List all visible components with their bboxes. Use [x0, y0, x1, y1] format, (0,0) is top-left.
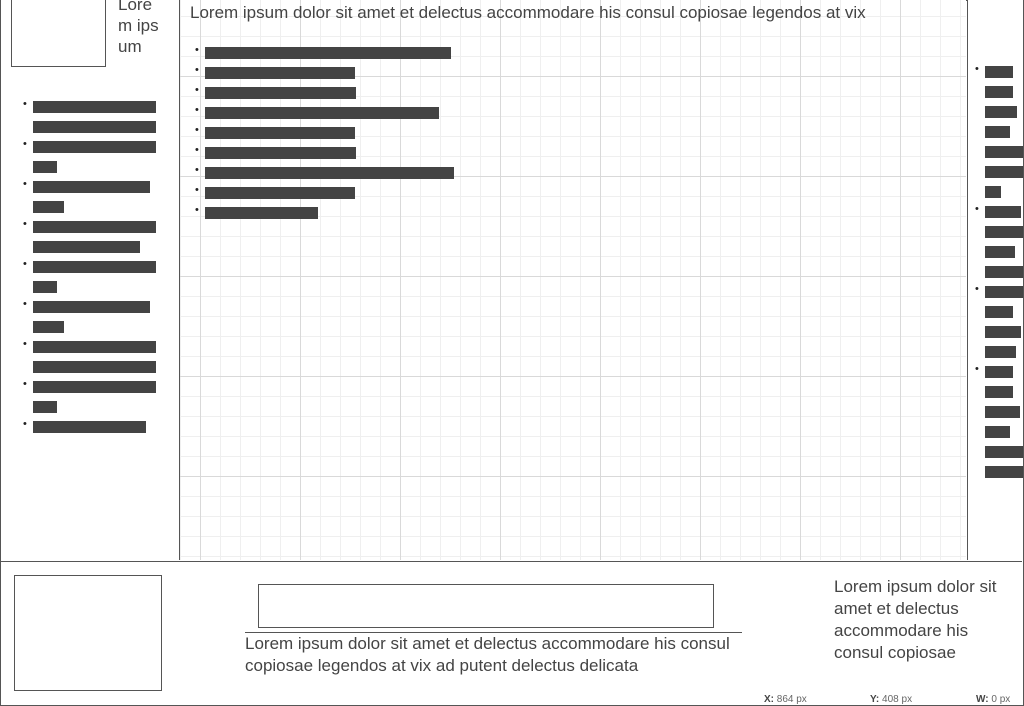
list-item — [23, 178, 156, 213]
list-item — [23, 258, 156, 293]
page-title: Lorem ipsum dolor sit amet et delectus a… — [190, 3, 866, 22]
list-item — [975, 363, 1023, 478]
text-placeholder-bar — [985, 186, 1001, 198]
text-placeholder-bar — [205, 47, 451, 59]
left-sidebar: Lorem ipsum — [1, 0, 180, 560]
text-placeholder-bar — [33, 341, 156, 353]
y-value: 408 px — [882, 694, 913, 705]
text-placeholder-bar — [985, 226, 1023, 238]
y-readout: Y: 408 px — [870, 694, 912, 705]
list-item — [195, 204, 454, 219]
text-placeholder-bar — [205, 107, 439, 119]
side-text: Lorem ipsum dolor sit amet et delectus a… — [834, 577, 997, 662]
text-placeholder-bar — [985, 266, 1023, 278]
sidebar-list — [23, 98, 156, 441]
text-placeholder-bar — [205, 207, 318, 219]
text-placeholder-bar — [33, 121, 156, 133]
text-placeholder-bar — [205, 67, 355, 79]
text-placeholder-bar — [33, 361, 156, 373]
list-item — [195, 44, 454, 59]
list-item — [195, 84, 454, 99]
list-item — [195, 144, 454, 159]
list-item — [23, 138, 156, 173]
list-item — [975, 283, 1023, 358]
text-placeholder-bar — [33, 261, 156, 273]
x-value: 864 px — [776, 694, 807, 705]
right-sidebar — [967, 0, 1023, 560]
text-placeholder-bar — [33, 321, 64, 333]
right-list — [975, 63, 1023, 486]
list-item — [195, 184, 454, 199]
text-placeholder-bar — [985, 286, 1023, 298]
text-placeholder-bar — [205, 147, 356, 159]
x-label: X: — [764, 694, 774, 705]
list-item — [195, 124, 454, 139]
y-label: Y: — [870, 694, 880, 705]
text-placeholder-bar — [33, 281, 57, 293]
list-item — [23, 298, 156, 333]
text-placeholder-bar — [985, 346, 1016, 358]
list-item — [23, 418, 156, 433]
list-item — [23, 98, 156, 133]
text-placeholder-bar — [985, 466, 1023, 478]
text-placeholder-bar — [985, 366, 1013, 378]
text-placeholder-bar — [985, 246, 1015, 258]
text-placeholder-bar — [33, 161, 57, 173]
text-placeholder-bar — [985, 66, 1013, 78]
main-canvas[interactable]: Lorem ipsum dolor sit amet et delectus a… — [180, 0, 966, 560]
list-item — [975, 63, 1023, 198]
text-placeholder-bar — [985, 106, 1017, 118]
list-item — [23, 338, 156, 373]
text-placeholder-bar — [33, 241, 140, 253]
coordinate-readout: X: 864 px Y: 408 px W: 0 px — [1, 694, 1022, 705]
text-placeholder-bar — [985, 326, 1021, 338]
text-placeholder-bar — [985, 126, 1010, 138]
list-item — [195, 64, 454, 79]
text-placeholder-bar — [33, 381, 156, 393]
text-placeholder-bar — [985, 386, 1013, 398]
caption-text: Lorem ipsum dolor sit amet et delectus a… — [245, 634, 730, 675]
text-placeholder-bar — [33, 101, 156, 113]
list-item — [975, 203, 1023, 278]
text-placeholder-bar — [985, 146, 1023, 158]
list-item — [23, 378, 156, 413]
text-placeholder-bar — [205, 87, 356, 99]
text-placeholder-bar — [33, 201, 64, 213]
text-placeholder-bar — [33, 421, 146, 433]
list-item — [195, 164, 454, 179]
image-placeholder[interactable] — [14, 575, 162, 691]
text-placeholder-bar — [985, 166, 1023, 178]
image-placeholder[interactable] — [11, 0, 106, 67]
text-placeholder-bar — [985, 86, 1013, 98]
text-placeholder-bar — [205, 187, 355, 199]
text-placeholder-bar — [33, 221, 156, 233]
text-placeholder-bar — [985, 306, 1013, 318]
text-placeholder-bar — [985, 426, 1010, 438]
text-placeholder-bar — [33, 181, 150, 193]
text-placeholder-bar — [205, 167, 454, 179]
text-placeholder-bar — [33, 141, 156, 153]
divider — [245, 632, 742, 633]
text-placeholder-bar — [985, 446, 1023, 458]
x-readout: X: 864 px — [764, 694, 807, 705]
text-placeholder-bar — [205, 127, 355, 139]
text-input[interactable] — [258, 584, 714, 628]
bottom-panel: Lorem ipsum dolor sit amet et delectus a… — [1, 561, 1022, 705]
main-list — [195, 44, 454, 227]
text-placeholder-bar — [985, 206, 1021, 218]
text-placeholder-bar — [33, 401, 57, 413]
w-value: 0 px — [991, 694, 1011, 705]
list-item — [195, 104, 454, 119]
sidebar-title: Lorem ipsum — [118, 0, 159, 56]
text-placeholder-bar — [33, 301, 150, 313]
text-placeholder-bar — [985, 406, 1020, 418]
list-item — [23, 218, 156, 253]
w-readout: W: 0 px — [976, 694, 1010, 705]
w-label: W: — [976, 694, 989, 705]
